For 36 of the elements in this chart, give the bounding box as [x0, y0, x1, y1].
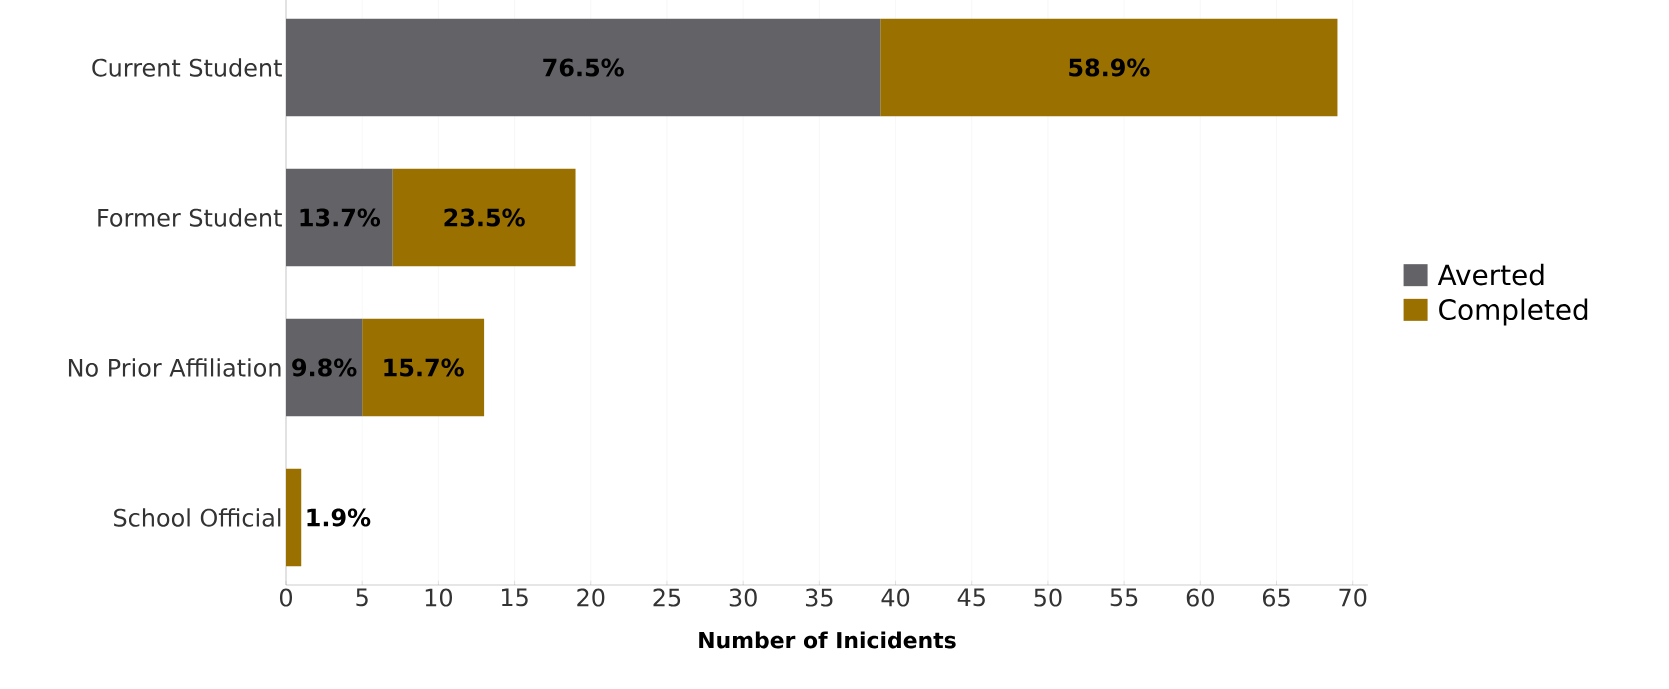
x-tick-label: 35 — [805, 588, 833, 607]
x-axis-title: Number of Inicidents — [699, 631, 956, 649]
x-tick-label: 50 — [1034, 588, 1062, 607]
y-tick-label: Current Student — [92, 58, 282, 77]
annotation: 15.7% — [384, 358, 464, 377]
annotation: 1.9% — [307, 508, 371, 527]
legend-label: Averted — [1437, 263, 1544, 286]
bar — [286, 318, 363, 417]
bar — [286, 18, 881, 117]
x-tick-label: 55 — [1110, 588, 1138, 607]
annotation: 23.5% — [444, 208, 525, 227]
x-tick-label: 25 — [653, 588, 681, 607]
x-tick-label: 45 — [957, 588, 985, 607]
y-tick-label: School Official — [114, 508, 281, 527]
x-tick-label: 40 — [881, 588, 910, 607]
x-tick-label: 60 — [1186, 588, 1214, 607]
y-tick-label: No Prior Affiliation — [68, 358, 281, 377]
annotation: 13.7% — [300, 208, 381, 227]
bar — [362, 318, 485, 417]
x-tick-label: 5 — [356, 588, 368, 607]
x-tick-label: 0 — [279, 588, 293, 607]
annotation: 9.8% — [292, 358, 357, 377]
bar — [392, 168, 576, 267]
x-tick-label: 15 — [501, 588, 528, 607]
legend-label: Completed — [1439, 298, 1588, 326]
annotation: 76.5% — [543, 58, 624, 77]
x-tick-label: 10 — [425, 588, 452, 607]
bar — [286, 468, 302, 567]
bar — [880, 18, 1338, 117]
y-tick-label: Former Student — [98, 208, 282, 227]
x-tick-label: 20 — [577, 588, 605, 607]
x-tick-label: 30 — [729, 588, 757, 607]
bar — [286, 168, 393, 267]
annotation: 58.9% — [1069, 58, 1150, 77]
x-tick-label: 70 — [1339, 588, 1367, 607]
x-tick-label: 65 — [1262, 588, 1290, 607]
